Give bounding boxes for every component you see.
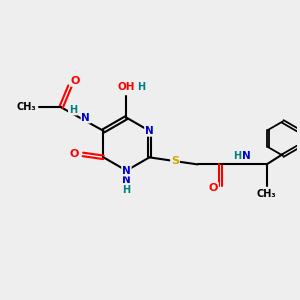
Text: N: N: [122, 166, 131, 176]
Text: CH₃: CH₃: [17, 102, 37, 112]
Text: H: H: [137, 82, 145, 92]
Text: O: O: [70, 76, 80, 86]
Text: H: H: [233, 151, 241, 161]
Text: N: N: [82, 112, 90, 123]
Text: N: N: [145, 126, 154, 136]
Text: O: O: [70, 149, 79, 159]
Text: H: H: [122, 185, 130, 195]
Text: O: O: [208, 183, 218, 193]
Text: N: N: [242, 151, 250, 161]
Text: CH₃: CH₃: [257, 189, 276, 199]
Text: S: S: [171, 156, 179, 166]
Text: OH: OH: [118, 82, 135, 92]
Text: N: N: [122, 175, 131, 185]
Text: H: H: [69, 105, 77, 115]
